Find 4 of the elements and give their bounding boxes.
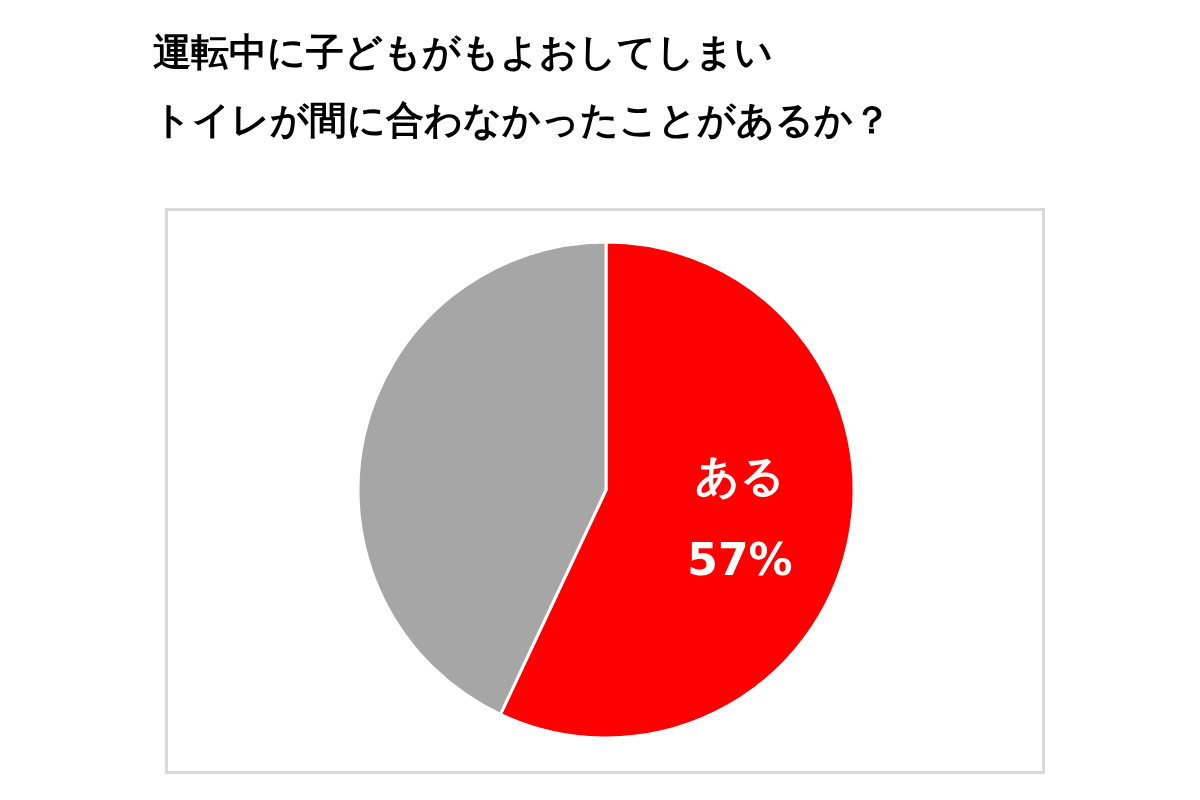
slice-label: ある [694,450,785,502]
chart-subtitle: トイレが間に合わなかったことがあるか？ [153,98,891,142]
data-label: 57% [687,534,793,586]
chart-title: 運転中に子どもがもよおしてしまい [153,30,773,74]
